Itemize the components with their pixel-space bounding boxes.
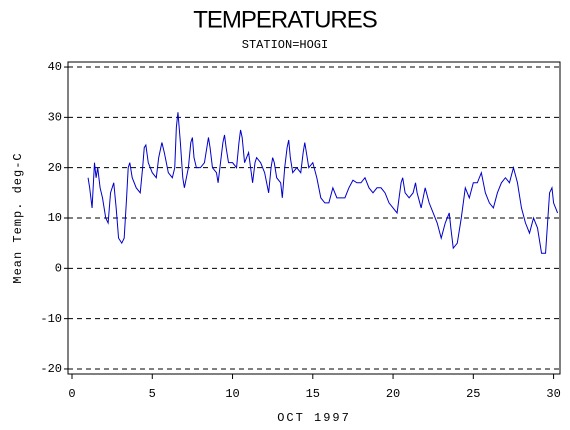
line-series [87, 112, 559, 254]
x-tick-label: 15 [306, 387, 320, 401]
y-tick-label: -10 [40, 312, 62, 326]
x-axis-label: OCT 1997 [277, 411, 351, 425]
x-tick-label: 25 [466, 387, 480, 401]
y-tick-label: 10 [48, 211, 62, 225]
x-tick-label: 10 [225, 387, 239, 401]
y-tick-label: 40 [48, 60, 62, 74]
y-tick-label: 30 [48, 111, 62, 125]
chart-subtitle: STATION=HOGI [242, 38, 328, 52]
x-tick-label: 0 [68, 387, 75, 401]
y-tick-label: -20 [40, 362, 62, 376]
x-tick-label: 5 [149, 387, 156, 401]
x-tick-label: 20 [386, 387, 400, 401]
y-tick-label: 0 [55, 261, 62, 275]
x-tick-label: 30 [546, 387, 560, 401]
chart-title: TEMPERATURES [193, 6, 377, 33]
y-axis-label: Mean Temp. deg-C [11, 152, 25, 283]
y-tick-label: 20 [48, 161, 62, 175]
